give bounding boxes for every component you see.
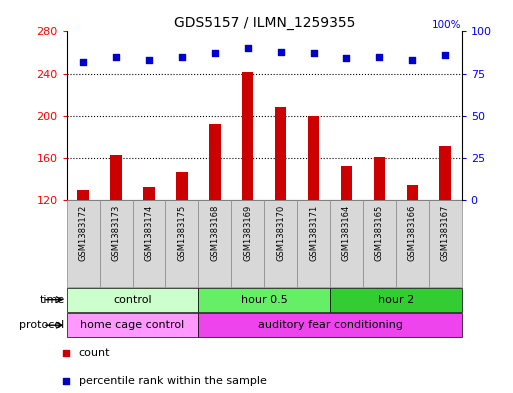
Text: GSM1383175: GSM1383175 (177, 205, 186, 261)
Text: GSM1383172: GSM1383172 (78, 205, 88, 261)
FancyBboxPatch shape (330, 200, 363, 287)
Point (376, 53, 384, 60)
Bar (308, 116, 319, 200)
FancyBboxPatch shape (67, 288, 199, 312)
Point (211, 50, 219, 57)
Text: GSM1383167: GSM1383167 (441, 205, 450, 261)
Bar (242, 72, 253, 200)
Point (309, 50, 318, 57)
Bar (341, 165, 352, 200)
Text: control: control (113, 295, 152, 305)
Point (408, 57, 417, 63)
Text: GSM1383171: GSM1383171 (309, 205, 318, 261)
Text: hour 2: hour 2 (378, 295, 414, 305)
Text: count: count (79, 348, 110, 358)
FancyBboxPatch shape (264, 200, 297, 287)
Text: home cage control: home cage control (81, 320, 185, 330)
Bar (77, 190, 89, 200)
Bar (176, 172, 188, 200)
FancyBboxPatch shape (67, 200, 100, 287)
Title: GDS5157 / ILMN_1259355: GDS5157 / ILMN_1259355 (173, 17, 355, 30)
FancyBboxPatch shape (165, 200, 199, 287)
Text: time: time (40, 295, 65, 305)
Point (112, 53, 120, 60)
FancyBboxPatch shape (199, 313, 462, 337)
Bar (110, 155, 122, 200)
Point (145, 57, 153, 63)
Text: GSM1383169: GSM1383169 (243, 205, 252, 261)
FancyBboxPatch shape (199, 200, 231, 287)
Text: auditory fear conditioning: auditory fear conditioning (258, 320, 403, 330)
Point (342, 55, 350, 62)
Text: 100%: 100% (432, 20, 462, 30)
Point (441, 52, 449, 58)
Point (244, 45, 252, 51)
FancyBboxPatch shape (363, 200, 396, 287)
FancyBboxPatch shape (67, 313, 199, 337)
Bar (275, 107, 286, 200)
Text: GSM1383170: GSM1383170 (276, 205, 285, 261)
FancyBboxPatch shape (199, 288, 330, 312)
FancyBboxPatch shape (297, 200, 330, 287)
Bar (407, 185, 418, 200)
Text: protocol: protocol (19, 320, 65, 330)
FancyBboxPatch shape (330, 288, 462, 312)
Bar (209, 124, 221, 200)
Text: GSM1383165: GSM1383165 (375, 205, 384, 261)
Bar (373, 157, 385, 200)
Text: percentile rank within the sample: percentile rank within the sample (79, 376, 267, 386)
FancyBboxPatch shape (132, 200, 165, 287)
Text: GSM1383168: GSM1383168 (210, 205, 220, 261)
Point (178, 53, 186, 60)
FancyBboxPatch shape (396, 200, 429, 287)
FancyBboxPatch shape (429, 200, 462, 287)
Text: GSM1383174: GSM1383174 (145, 205, 153, 261)
Text: GSM1383173: GSM1383173 (111, 205, 121, 261)
Point (79, 59, 87, 65)
Bar (440, 145, 451, 200)
Text: hour 0.5: hour 0.5 (241, 295, 288, 305)
FancyBboxPatch shape (231, 200, 264, 287)
FancyBboxPatch shape (100, 200, 132, 287)
Point (277, 49, 285, 55)
Bar (143, 187, 155, 200)
Text: GSM1383166: GSM1383166 (408, 205, 417, 261)
Text: GSM1383164: GSM1383164 (342, 205, 351, 261)
